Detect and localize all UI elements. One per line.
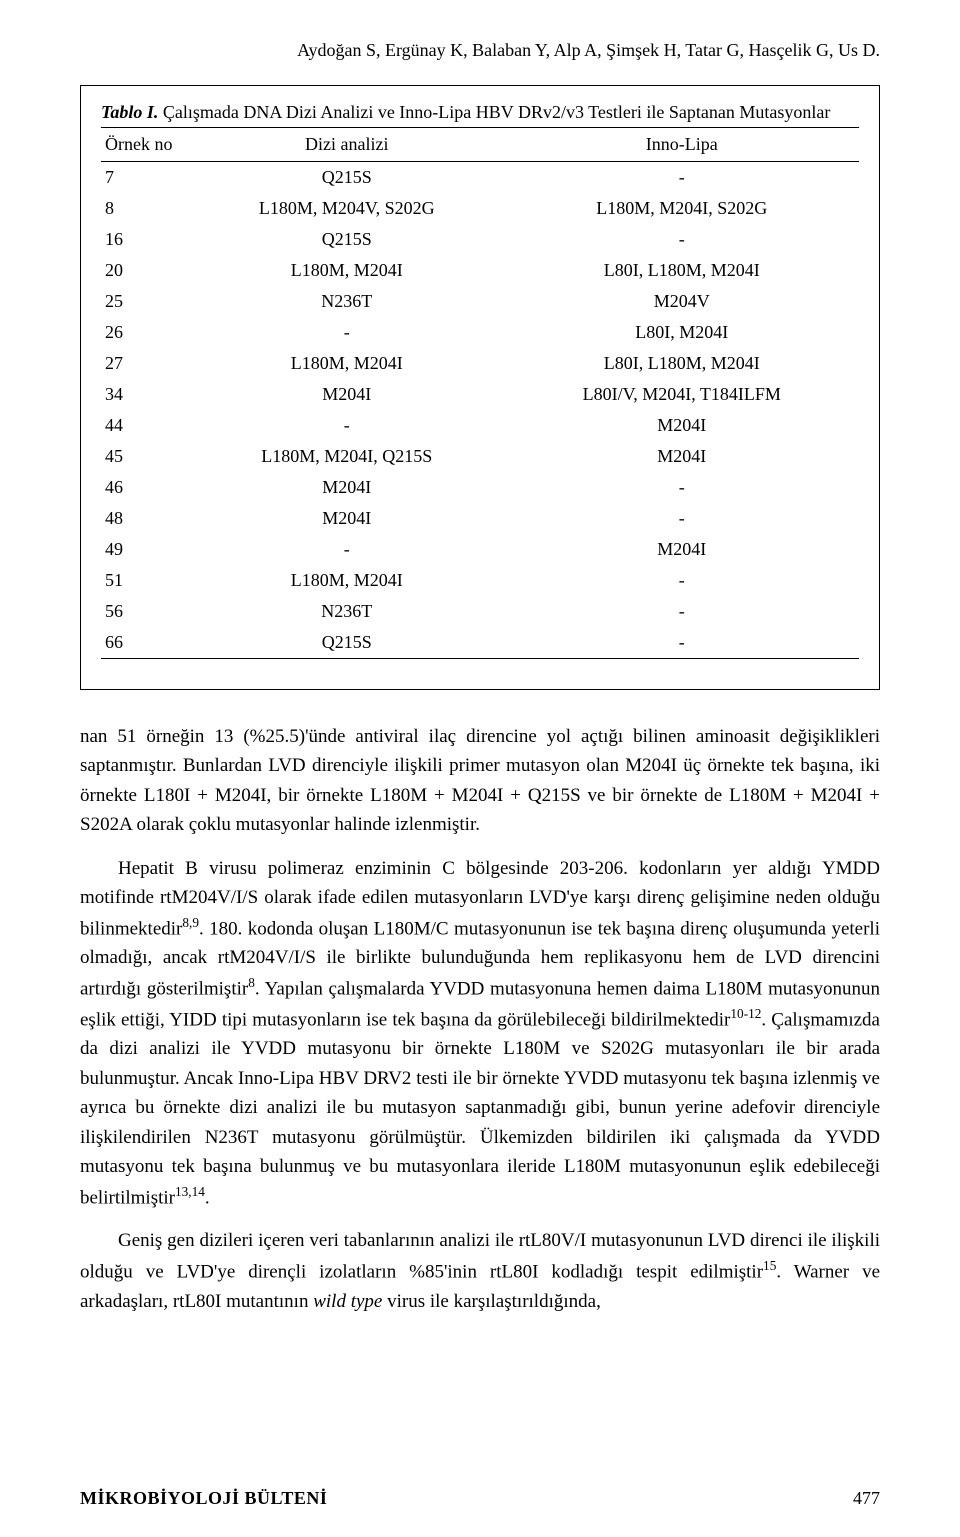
table-row: 20L180M, M204IL80I, L180M, M204I	[101, 255, 859, 286]
table-body: 7Q215S-8L180M, M204V, S202GL180M, M204I,…	[101, 162, 859, 659]
p3-text-a: Geniş gen dizileri içeren veri tabanları…	[80, 1230, 880, 1282]
ref-10-12: 10-12	[730, 1006, 761, 1021]
table-cell: 8	[101, 193, 189, 224]
table-cell: 56	[101, 596, 189, 627]
paragraph-3: Geniş gen dizileri içeren veri tabanları…	[80, 1226, 880, 1316]
table-cell: L180M, M204I	[189, 255, 505, 286]
col-inno-lipa: Inno-Lipa	[505, 128, 859, 162]
table-cell: -	[505, 472, 859, 503]
ref-15: 15	[763, 1258, 776, 1273]
table-row: 48M204I-	[101, 503, 859, 534]
table-cell: M204I	[189, 472, 505, 503]
table-cell: 7	[101, 162, 189, 194]
table-label: Tablo I.	[101, 102, 158, 122]
table-cell: -	[505, 162, 859, 194]
table-row: 34M204IL80I/V, M204I, T184ILFM	[101, 379, 859, 410]
table-container: Tablo I. Çalışmada DNA Dizi Analizi ve I…	[80, 85, 880, 690]
table-cell: -	[505, 596, 859, 627]
table-cell: N236T	[189, 596, 505, 627]
table-cell: 26	[101, 317, 189, 348]
table-cell: Q215S	[189, 224, 505, 255]
table-row: 66Q215S-	[101, 627, 859, 659]
table-cell: L180M, M204I, Q215S	[189, 441, 505, 472]
table-cell: -	[505, 503, 859, 534]
paper-page: Aydoğan S, Ergünay K, Balaban Y, Alp A, …	[0, 0, 960, 1537]
table-cell: 49	[101, 534, 189, 565]
p2-text-e: .	[205, 1187, 210, 1208]
table-row: 46M204I-	[101, 472, 859, 503]
paragraph-1: nan 51 örneğin 13 (%25.5)'ünde antiviral…	[80, 722, 880, 840]
table-cell: 48	[101, 503, 189, 534]
page-number: 477	[853, 1488, 880, 1509]
table-cell: M204I	[505, 410, 859, 441]
table-cell: M204V	[505, 286, 859, 317]
table-row: 7Q215S-	[101, 162, 859, 194]
table-cell: 27	[101, 348, 189, 379]
table-cell: -	[505, 627, 859, 659]
mutations-table: Örnek no Dizi analizi Inno-Lipa 7Q215S-8…	[101, 127, 859, 659]
table-row: 27L180M, M204IL80I, L180M, M204I	[101, 348, 859, 379]
table-cell: 16	[101, 224, 189, 255]
ref-8: 8	[248, 975, 255, 990]
table-cell: L80I, M204I	[505, 317, 859, 348]
paragraph-2: Hepatit B virusu polimeraz enziminin C b…	[80, 854, 880, 1213]
table-cell: M204I	[189, 379, 505, 410]
table-cell: -	[505, 224, 859, 255]
table-row: 44-M204I	[101, 410, 859, 441]
table-row: 26-L80I, M204I	[101, 317, 859, 348]
table-cell: 46	[101, 472, 189, 503]
page-footer: MİKROBİYOLOJİ BÜLTENİ 477	[80, 1488, 880, 1509]
table-cell: 34	[101, 379, 189, 410]
table-cell: Q215S	[189, 627, 505, 659]
table-cell: M204I	[189, 503, 505, 534]
table-cell: L80I/V, M204I, T184ILFM	[505, 379, 859, 410]
table-row: 49-M204I	[101, 534, 859, 565]
table-caption: Çalışmada DNA Dizi Analizi ve Inno-Lipa …	[163, 102, 830, 122]
table-cell: 20	[101, 255, 189, 286]
table-row: 25N236TM204V	[101, 286, 859, 317]
ref-13-14: 13,14	[175, 1184, 205, 1199]
p3-text-c: virus ile karşılaştırıldığında,	[382, 1291, 600, 1312]
table-cell: L80I, L180M, M204I	[505, 348, 859, 379]
table-cell: L180M, M204I	[189, 565, 505, 596]
table-cell: 66	[101, 627, 189, 659]
table-cell: 45	[101, 441, 189, 472]
running-head: Aydoğan S, Ergünay K, Balaban Y, Alp A, …	[80, 40, 880, 61]
table-row: 45L180M, M204I, Q215SM204I	[101, 441, 859, 472]
table-row: 16Q215S-	[101, 224, 859, 255]
table-row: 56N236T-	[101, 596, 859, 627]
table-cell: Q215S	[189, 162, 505, 194]
col-dizi-analizi: Dizi analizi	[189, 128, 505, 162]
table-row: 51L180M, M204I-	[101, 565, 859, 596]
table-cell: M204I	[505, 534, 859, 565]
journal-name: MİKROBİYOLOJİ BÜLTENİ	[80, 1488, 327, 1509]
table-cell: -	[505, 565, 859, 596]
p2-text-d: . Çalışmamızda da dizi analizi ile YVDD …	[80, 1009, 880, 1208]
table-cell: N236T	[189, 286, 505, 317]
table-cell: -	[189, 317, 505, 348]
table-cell: L180M, M204V, S202G	[189, 193, 505, 224]
table-title: Tablo I. Çalışmada DNA Dizi Analizi ve I…	[101, 102, 859, 123]
table-header-row: Örnek no Dizi analizi Inno-Lipa	[101, 128, 859, 162]
table-row: 8L180M, M204V, S202GL180M, M204I, S202G	[101, 193, 859, 224]
table-cell: L180M, M204I, S202G	[505, 193, 859, 224]
wild-type-emph: wild type	[313, 1291, 382, 1312]
table-cell: -	[189, 410, 505, 441]
table-cell: L80I, L180M, M204I	[505, 255, 859, 286]
table-cell: 51	[101, 565, 189, 596]
table-cell: 25	[101, 286, 189, 317]
ref-8-9: 8,9	[182, 915, 199, 930]
col-ornek-no: Örnek no	[101, 128, 189, 162]
table-cell: L180M, M204I	[189, 348, 505, 379]
table-cell: M204I	[505, 441, 859, 472]
table-cell: -	[189, 534, 505, 565]
table-cell: 44	[101, 410, 189, 441]
